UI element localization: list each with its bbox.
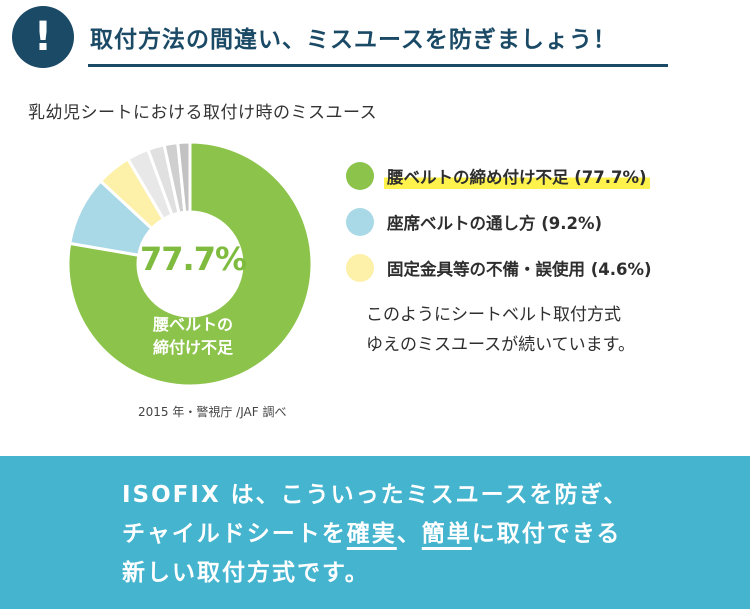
legend-label: 固定金具等の不備・誤使用 (4.6%) xyxy=(387,260,652,279)
legend-label: 座席ベルトの通し方 (9.2%) xyxy=(387,214,603,233)
slice-label-line-1: 腰ベルトの xyxy=(152,315,233,334)
banner-text: ISOFIX は、こういったミスユースを防ぎ、 チャイルドシートを確実、簡単に取… xyxy=(122,476,628,593)
chart-title: 乳幼児シートにおける取付け時のミスユース xyxy=(28,103,378,123)
title-underline xyxy=(88,64,668,67)
banner-line-2-suffix: に取付できる xyxy=(471,521,622,547)
pie-slice-7 xyxy=(176,140,192,214)
source-note: 2015 年・警視庁 /JAF 調べ xyxy=(138,405,287,419)
banner-line-1: ISOFIX は、こういったミスユースを防ぎ、 xyxy=(122,482,629,508)
banner-line-2: チャイルドシートを確実、簡単に取付できる xyxy=(122,515,628,554)
banner-line-3: 新しい取付方式です。 xyxy=(122,560,370,586)
legend-item-fixture-misuse: 固定金具等の不備・誤使用 (4.6%) xyxy=(346,252,726,284)
isofix-banner: ISOFIX は、こういったミスユースを防ぎ、 チャイルドシートを確実、簡単に取… xyxy=(0,456,750,609)
slice-label: 腰ベルトの 締付け不足 xyxy=(128,313,258,359)
exclamation-icon: ! xyxy=(12,6,74,68)
legend-swatch xyxy=(346,254,374,282)
banner-line-2-prefix: チャイルドシートを xyxy=(122,521,347,547)
legend-label: 腰ベルトの締め付け不足 (77.7%) xyxy=(384,163,650,189)
header: ! 取付方法の間違い、ミスユースを防ぎましょう！ xyxy=(12,6,668,70)
emphasis-easy: 簡単 xyxy=(421,521,472,547)
note-line-1: このようにシートベルト取付方式 xyxy=(366,305,621,325)
pie-chart xyxy=(66,140,314,388)
center-percentage: 77.7% xyxy=(140,240,247,278)
pie-slice-1 xyxy=(66,140,314,388)
banner-separator: 、 xyxy=(396,521,422,547)
explanation-note: このようにシートベルト取付方式 ゆえのミスユースが続いています。 xyxy=(366,300,635,360)
note-line-2: ゆえのミスユースが続いています。 xyxy=(366,335,635,355)
legend-swatch xyxy=(346,208,374,236)
emphasis-reliable: 確実 xyxy=(346,521,397,547)
legend-item-belt-routing: 座席ベルトの通し方 (9.2%) xyxy=(346,206,726,238)
legend-item-waist-belt: 腰ベルトの締め付け不足 (77.7%) xyxy=(346,160,726,192)
slice-label-line-2: 締付け不足 xyxy=(152,338,233,357)
legend-swatch xyxy=(346,162,374,190)
page-title: 取付方法の間違い、ミスユースを防ぎましょう！ xyxy=(90,27,617,53)
